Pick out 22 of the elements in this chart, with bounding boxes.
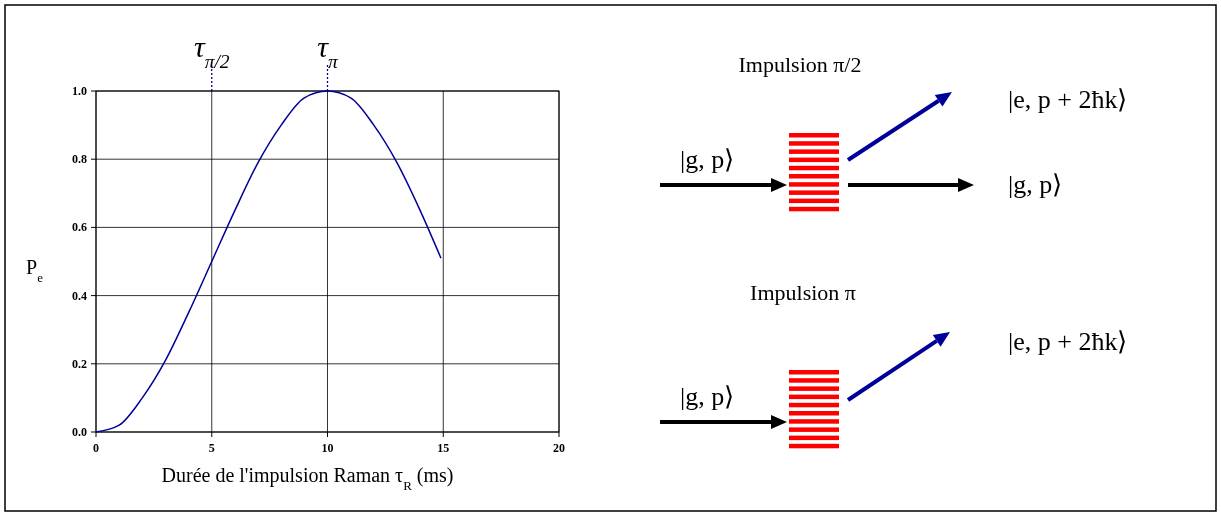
- text: |g, p⟩: [680, 145, 735, 174]
- y-tick-label: 0.8: [72, 152, 87, 167]
- y-axis-title: P$_{e}$: [26, 255, 44, 284]
- y-tick-label: 0.4: [72, 288, 87, 303]
- ref-line-label: τ$_{π/2}$: [193, 30, 230, 72]
- text: |e, p + 2ħk⟩: [1008, 327, 1128, 356]
- text: Impulsion π/2: [738, 52, 862, 77]
- ref-line-label: τ$_{π}$: [317, 30, 339, 72]
- y-tick-label: 0.0: [72, 425, 87, 439]
- x-tick-label: 20: [553, 441, 565, 455]
- y-tick-label: 0.6: [72, 220, 87, 235]
- y-tick-label: 1.0: [72, 84, 87, 98]
- text: |e, p + 2ħk⟩: [1008, 85, 1128, 114]
- x-axis-title: Durée de l'impulsion Raman τ$_{R}$ (ms): [161, 464, 454, 493]
- text: |g, p⟩: [1008, 170, 1063, 199]
- text: Impulsion π: [750, 280, 856, 305]
- text: |g, p⟩: [680, 382, 735, 411]
- x-tick-label: 5: [208, 441, 215, 455]
- x-tick-label: 10: [321, 441, 334, 455]
- x-tick-label: 15: [437, 441, 450, 455]
- x-tick-label: 0: [93, 441, 99, 455]
- y-tick-label: 0.2: [72, 356, 87, 371]
